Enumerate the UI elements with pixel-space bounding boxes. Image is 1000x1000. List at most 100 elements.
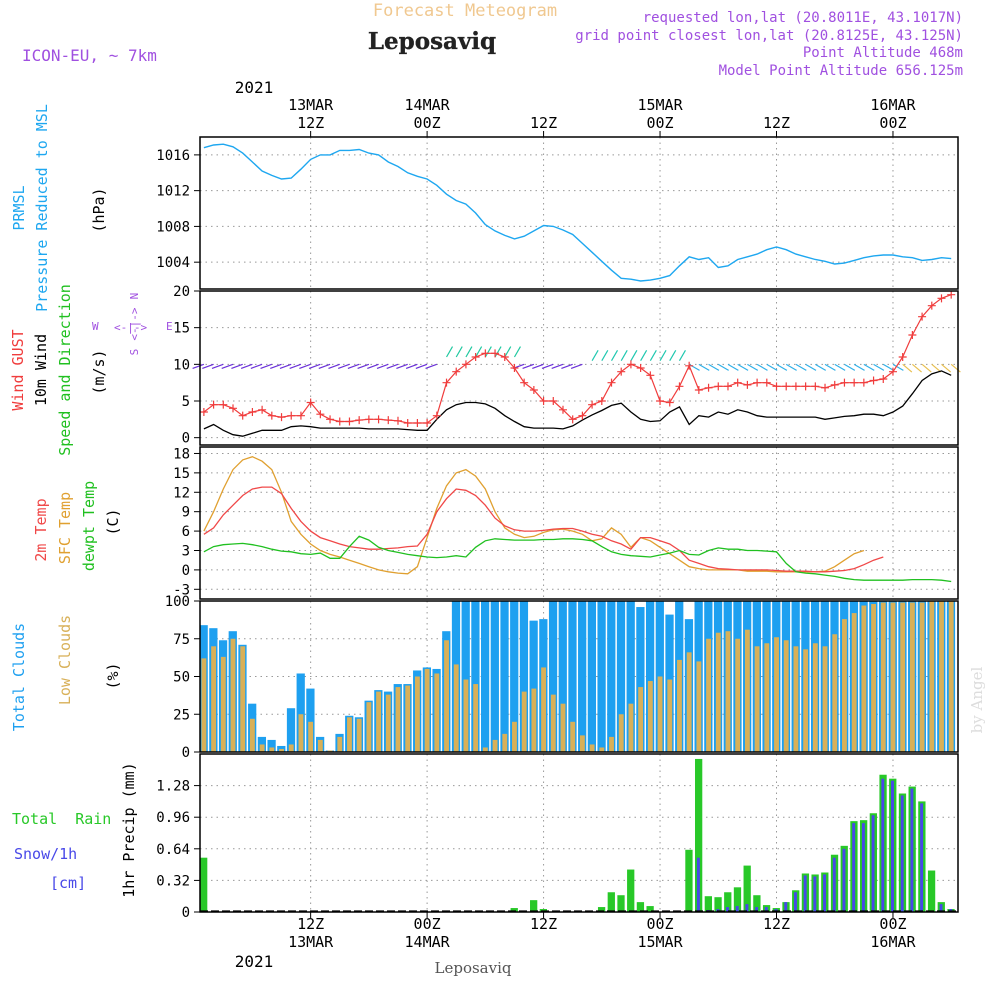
gust-marker [811,382,820,391]
gust-marker [869,376,878,385]
low-cloud-bar [793,646,799,752]
wind-arrow [698,363,710,371]
rain-bar [743,865,751,912]
wind-arrow [367,363,379,370]
gust-marker [403,419,412,427]
gust-marker [588,400,597,409]
snow-bar [861,823,865,912]
gust-marker [500,353,509,361]
wind-arrow [921,363,932,373]
snow-bar [793,892,797,912]
wind-arrow [513,346,521,358]
snow-bar [735,906,739,912]
wind-arrow [484,346,492,358]
gust-marker [888,367,897,376]
wind-arrow [678,349,686,361]
wind-arrow [202,363,214,370]
low-cloud-bar [327,750,333,752]
gust-marker [520,378,529,387]
wind-arrow [240,363,253,370]
low-cloud-bar [812,643,818,752]
prmsl-unit: (hPa) [90,187,108,232]
low-cloud-bar [871,604,876,752]
low-cloud-bar [473,684,479,752]
snow-bar [823,874,827,912]
gust-marker [801,382,810,391]
rain-label: Total Rain [12,810,111,828]
wind-arrow [260,363,273,370]
wind-arrow [250,363,263,370]
wind-arrow [211,363,224,370]
wind-arrow [776,363,788,371]
rain-bar [733,887,742,912]
wind-arrow [357,363,370,370]
low-cloud-bar [686,652,692,752]
gust-marker [908,331,917,339]
ytick-label: 0.96 [156,810,190,826]
compass-s: S [128,349,141,356]
wind-arrow [425,363,438,370]
wind-arrow [950,363,961,373]
wind-arrow [465,346,473,358]
wind-arrow [289,363,302,370]
ytick-label: 1008 [156,219,190,235]
low-cloud-bar [482,747,488,752]
low-cloud-bar [298,714,304,752]
panels: 100410081012101605101520-303691215180255… [156,136,961,921]
ytick-label: 0 [182,431,190,447]
top-tick-hour: 00Z [879,114,906,132]
low-cloud-bar [735,638,741,752]
gust-marker [656,397,665,405]
wind-arrow [717,363,729,371]
wind-arrow [873,363,885,371]
total-cloud-bar [480,601,490,752]
gust-marker [199,408,208,416]
bottom-tick-hour: 00Z [879,915,906,933]
low-cloud-bar [706,638,711,752]
gust-marker [296,411,305,420]
wind-arrow [328,363,340,370]
snow-bar [696,857,700,912]
panel-2: 0 5 10 15 20 [173,284,961,447]
gust-marker [539,397,548,405]
wind-arrow [221,363,234,370]
snow-bar [920,803,924,912]
total-cloud-bar [578,601,587,752]
rain-bar [636,902,645,912]
low-cloud-bar [618,714,624,752]
rain-bar [607,892,615,912]
wind-arrow [541,363,554,370]
bottom-tick-date: 14MAR [405,933,451,951]
low-cloud-bar [201,658,207,752]
low-cloud-bar [579,735,585,752]
station-title: Leposaviq [368,28,496,55]
panel-frame [199,600,959,753]
gust-marker [636,364,645,372]
low-cloud-bar [774,637,779,752]
low-clouds-label: Low Clouds [56,615,74,705]
snow-bar [813,876,817,912]
ytick-label: 0 [182,563,190,579]
point-altitude: Point Altitude 468m [803,45,963,61]
top-tick-date: 13MAR [288,96,334,114]
gust-marker [782,382,791,391]
low-cloud-bar [900,602,906,752]
ytick-label: 6 [182,524,190,540]
wind-arrow [931,363,942,373]
low-cloud-bar [842,619,847,752]
wind-arrow [620,349,628,361]
gust-marker [413,419,422,427]
low-cloud-bar [405,685,411,752]
low-cloud-bar [220,656,226,752]
gust-marker [626,360,635,369]
gust-marker [248,408,257,416]
ytick-label: 1012 [156,184,190,200]
wind-arrow [941,363,952,373]
gust-marker [578,411,587,420]
wind-arrow [446,346,454,358]
ytick-label: 75 [173,632,190,648]
gust-marker [859,378,868,387]
low-cloud-bar [861,605,867,752]
low-cloud-bar [453,664,459,752]
ytick-label: 0.64 [156,842,190,858]
